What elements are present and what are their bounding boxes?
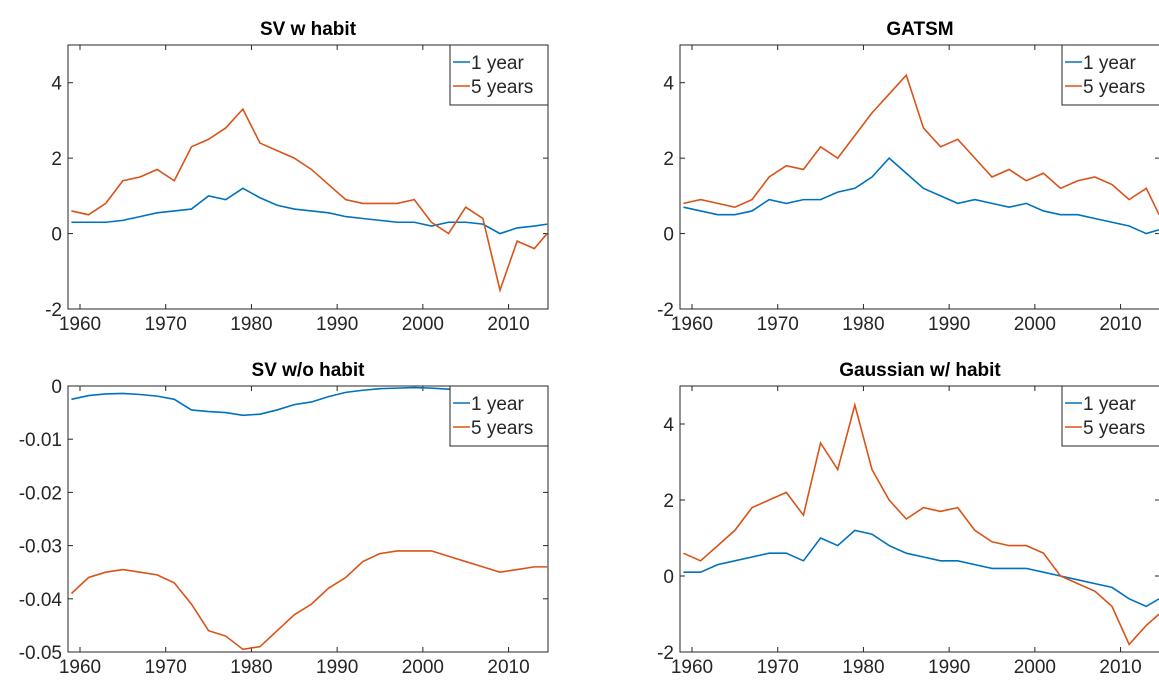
- axes-box: [67, 44, 549, 310]
- y-tick-label: 2: [663, 149, 674, 170]
- x-tick-label: 1990: [316, 657, 358, 678]
- y-tick-label: 2: [51, 149, 62, 170]
- y-tick-label: 4: [51, 74, 62, 95]
- legend-box: [449, 385, 549, 447]
- legend: 1 year 5 years: [1061, 385, 1159, 447]
- x-tick-label: 1990: [928, 657, 970, 678]
- legend-label: 1 year: [471, 394, 524, 415]
- x-tick-label: 1960: [671, 314, 713, 335]
- x-tick-label: 1990: [928, 314, 970, 335]
- legend-label: 5 years: [471, 77, 533, 98]
- y-tick-label: 0: [663, 567, 674, 588]
- chart-title: GATSM: [886, 19, 953, 40]
- x-tick-label: 1980: [842, 657, 884, 678]
- x-tick-label: 1980: [230, 657, 272, 678]
- x-tick-label: 1980: [842, 314, 884, 335]
- x-tick-label: 1960: [59, 314, 101, 335]
- legend: 1 year 5 years: [1061, 44, 1159, 106]
- y-tick-label: -0.01: [19, 430, 62, 451]
- x-tick-label: 1990: [316, 314, 358, 335]
- data-line: [683, 529, 1159, 608]
- x-tick-label: 1970: [145, 314, 187, 335]
- axes-box: [679, 44, 1159, 310]
- axes-box: [679, 385, 1159, 653]
- chart-title: Gaussian w/ habit: [839, 360, 1001, 381]
- x-tick-label: 1970: [757, 657, 799, 678]
- y-tick-label: -0.03: [19, 537, 62, 558]
- x-tick-label: 2010: [1099, 657, 1141, 678]
- chart-title: SV w/o habit: [252, 360, 366, 381]
- x-tick-label: 2000: [1014, 314, 1056, 335]
- legend-label: 1 year: [1083, 394, 1136, 415]
- legend-label: 1 year: [471, 53, 524, 74]
- x-tick-label: 2010: [487, 314, 529, 335]
- y-tick-label: 0: [51, 225, 62, 246]
- data-line: [71, 187, 548, 235]
- y-tick-label: -0.04: [19, 590, 63, 611]
- x-tick-label: 1980: [230, 314, 272, 335]
- legend: 1 year 5 years: [449, 44, 549, 106]
- y-tick-label: 4: [663, 74, 674, 95]
- legend-label: 1 year: [1083, 53, 1136, 74]
- y-tick-label: -2: [657, 300, 674, 321]
- data-line: [71, 107, 548, 293]
- data-line: [683, 401, 1159, 646]
- x-tick-label: 2010: [1099, 314, 1141, 335]
- y-tick-label: -2: [657, 643, 674, 664]
- x-tick-label: 1970: [757, 314, 799, 335]
- y-tick-label: -2: [45, 300, 62, 321]
- x-tick-label: 1960: [671, 657, 713, 678]
- y-tick-label: -0.05: [19, 643, 62, 664]
- y-tick-label: 0: [51, 377, 62, 398]
- subplot: GATSM 1960 1970 1980 1990 2000 2010 -2 0 2 4 1 year…: [657, 19, 1159, 335]
- x-tick-label: 1960: [59, 657, 101, 678]
- chart-title: SV w habit: [260, 19, 357, 40]
- x-tick-label: 2000: [402, 314, 444, 335]
- y-tick-label: 4: [663, 415, 674, 436]
- data-line: [683, 157, 1159, 235]
- legend-box: [1061, 44, 1159, 106]
- legend-label: 5 years: [1083, 418, 1145, 439]
- y-tick-label: 2: [663, 491, 674, 512]
- x-tick-label: 2000: [1014, 657, 1056, 678]
- data-line: [683, 73, 1159, 216]
- subplot: SV w habit 1960 1970 1980 1990 2000 2010 -2 0 2 4 1…: [45, 19, 549, 335]
- x-tick-label: 2010: [487, 657, 529, 678]
- y-tick-label: 0: [663, 225, 674, 246]
- x-tick-label: 2000: [402, 657, 444, 678]
- data-line: [70, 550, 548, 651]
- x-tick-label: 1970: [145, 657, 187, 678]
- y-tick-label: -0.02: [19, 483, 62, 504]
- legend-box: [1061, 385, 1159, 447]
- legend-label: 5 years: [1083, 77, 1145, 98]
- legend-box: [449, 44, 549, 106]
- axes-box: [67, 385, 549, 653]
- legend-label: 5 years: [471, 418, 533, 439]
- legend: 1 year 5 years: [449, 385, 549, 447]
- subplot: SV w/o habit 1960 1970 1980 1990 2000 2010 -0.0…: [19, 360, 549, 678]
